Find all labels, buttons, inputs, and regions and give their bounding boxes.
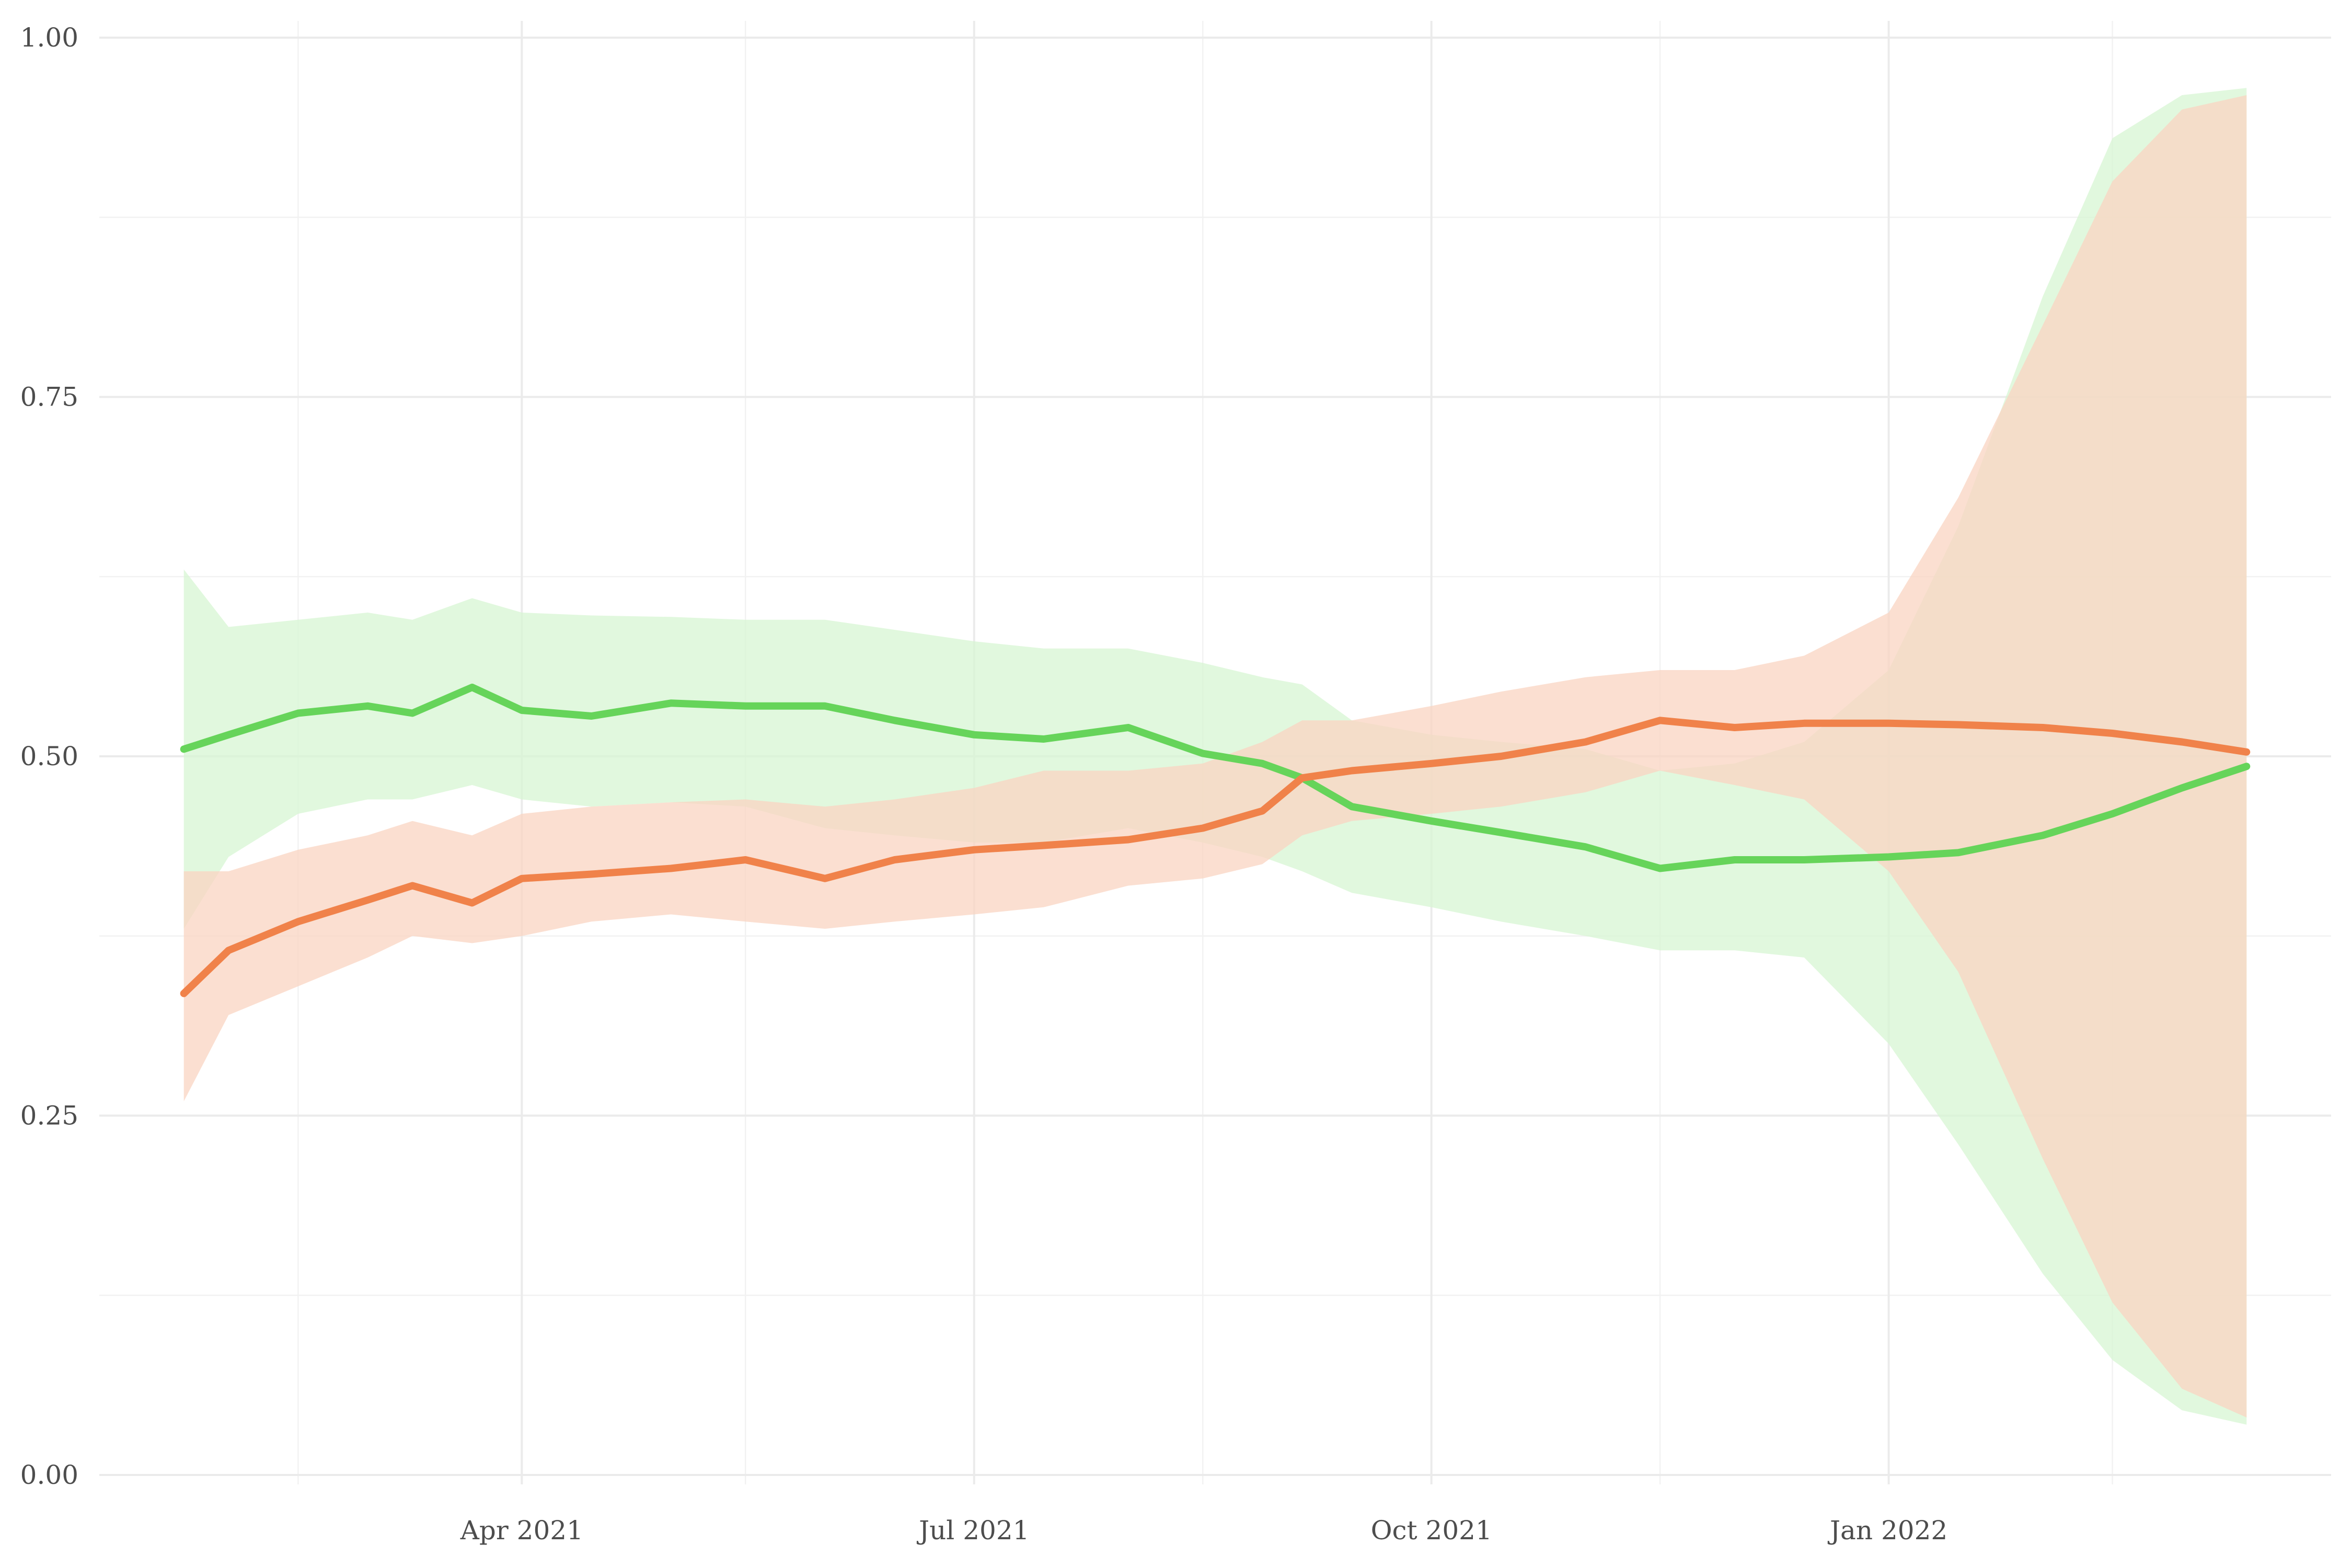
y-tick-label: 1.00 — [20, 22, 78, 53]
y-tick-label: 0.25 — [20, 1101, 78, 1131]
x-tick-label: Jan 2022 — [1827, 1515, 1947, 1546]
series-1-line — [180, 684, 2251, 872]
series-2-line — [180, 717, 2251, 997]
x-tick-label: Jul 2021 — [916, 1515, 1029, 1546]
x-tick-label: Apr 2021 — [460, 1515, 583, 1546]
y-axis-tick-labels: 0.00 0.25 0.50 0.75 1.00 — [20, 22, 78, 1490]
y-tick-label: 0.75 — [20, 382, 78, 412]
x-tick-label: Oct 2021 — [1371, 1515, 1492, 1546]
y-tick-label: 0.50 — [20, 741, 78, 771]
y-tick-label: 0.00 — [20, 1460, 78, 1490]
series-2-band — [183, 95, 2247, 1417]
series-lines — [180, 684, 2251, 997]
x-axis-tick-labels: Apr 2021 Jul 2021 Oct 2021 Jan 2022 — [460, 1515, 1947, 1546]
